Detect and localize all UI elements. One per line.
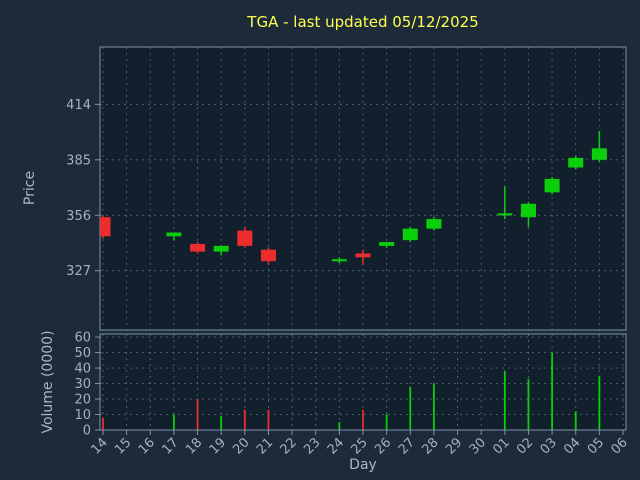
x-tick-label: 21 [254,435,276,457]
x-tick-label: 18 [183,435,205,457]
x-tick-label: 26 [372,435,394,457]
candle-body [100,217,111,237]
volume-tick-label: 50 [74,346,91,361]
candle-body [190,243,206,252]
price-tick-label: 385 [66,153,91,168]
candle-body [213,245,229,252]
price-tick-label: 356 [66,209,91,224]
price-axis-label: Price [22,171,38,205]
candle-body [544,178,560,193]
candle-body [520,203,536,218]
volume-bars [102,352,601,430]
volume-tick-label: 10 [74,408,91,423]
candle-body [591,148,607,160]
volume-tick-label: 40 [74,362,91,377]
x-axis-label: Day [349,457,377,473]
candle-body [402,228,418,241]
x-tick-label: 02 [514,435,536,457]
tick-marks [95,103,624,435]
candle-body [568,157,584,168]
volume-tick-label: 0 [83,424,91,439]
volume-tick-label: 20 [74,393,91,408]
x-tick-label: 15 [112,435,134,457]
x-tick-label: 30 [467,435,489,457]
candle-body [355,253,371,258]
volume-plot-spine [99,333,627,431]
x-tick-label: 27 [396,435,418,457]
x-tick-label: 06 [609,435,631,457]
price-tick-label: 327 [66,264,91,279]
candle-body [331,259,347,262]
x-tick-label: 14 [89,435,111,457]
x-tick-label: 20 [230,435,252,457]
x-tick-label: 25 [349,435,371,457]
x-tick-label: 23 [301,435,323,457]
candle-body [260,249,276,262]
x-tick-label: 22 [278,435,300,457]
price-tick-label: 414 [66,98,91,113]
x-tick-label: 01 [490,435,512,457]
price-plot-spine [99,46,627,331]
axes-spines [99,46,627,431]
candle-body [497,213,513,216]
x-tick-label: 03 [538,435,560,457]
x-tick-label: 16 [136,435,158,457]
volume-tick-label: 60 [74,331,91,346]
candle-body [426,219,442,229]
x-tick-label: 17 [159,435,181,457]
volume-axis-label: Volume (0000) [40,330,56,433]
candle-body [166,232,182,237]
candle-body [237,230,253,246]
x-tick-label: 28 [419,435,441,457]
x-tick-label: 29 [443,435,465,457]
x-tick-label: 19 [207,435,229,457]
x-tick-label: 24 [325,435,347,457]
volume-tick-label: 30 [74,377,91,392]
x-tick-label: 04 [561,435,583,457]
x-tick-label: 05 [585,435,607,457]
candle-body [379,242,395,246]
chart-title: TGA - last updated 05/12/2025 [246,13,478,31]
candlesticks [100,131,607,265]
